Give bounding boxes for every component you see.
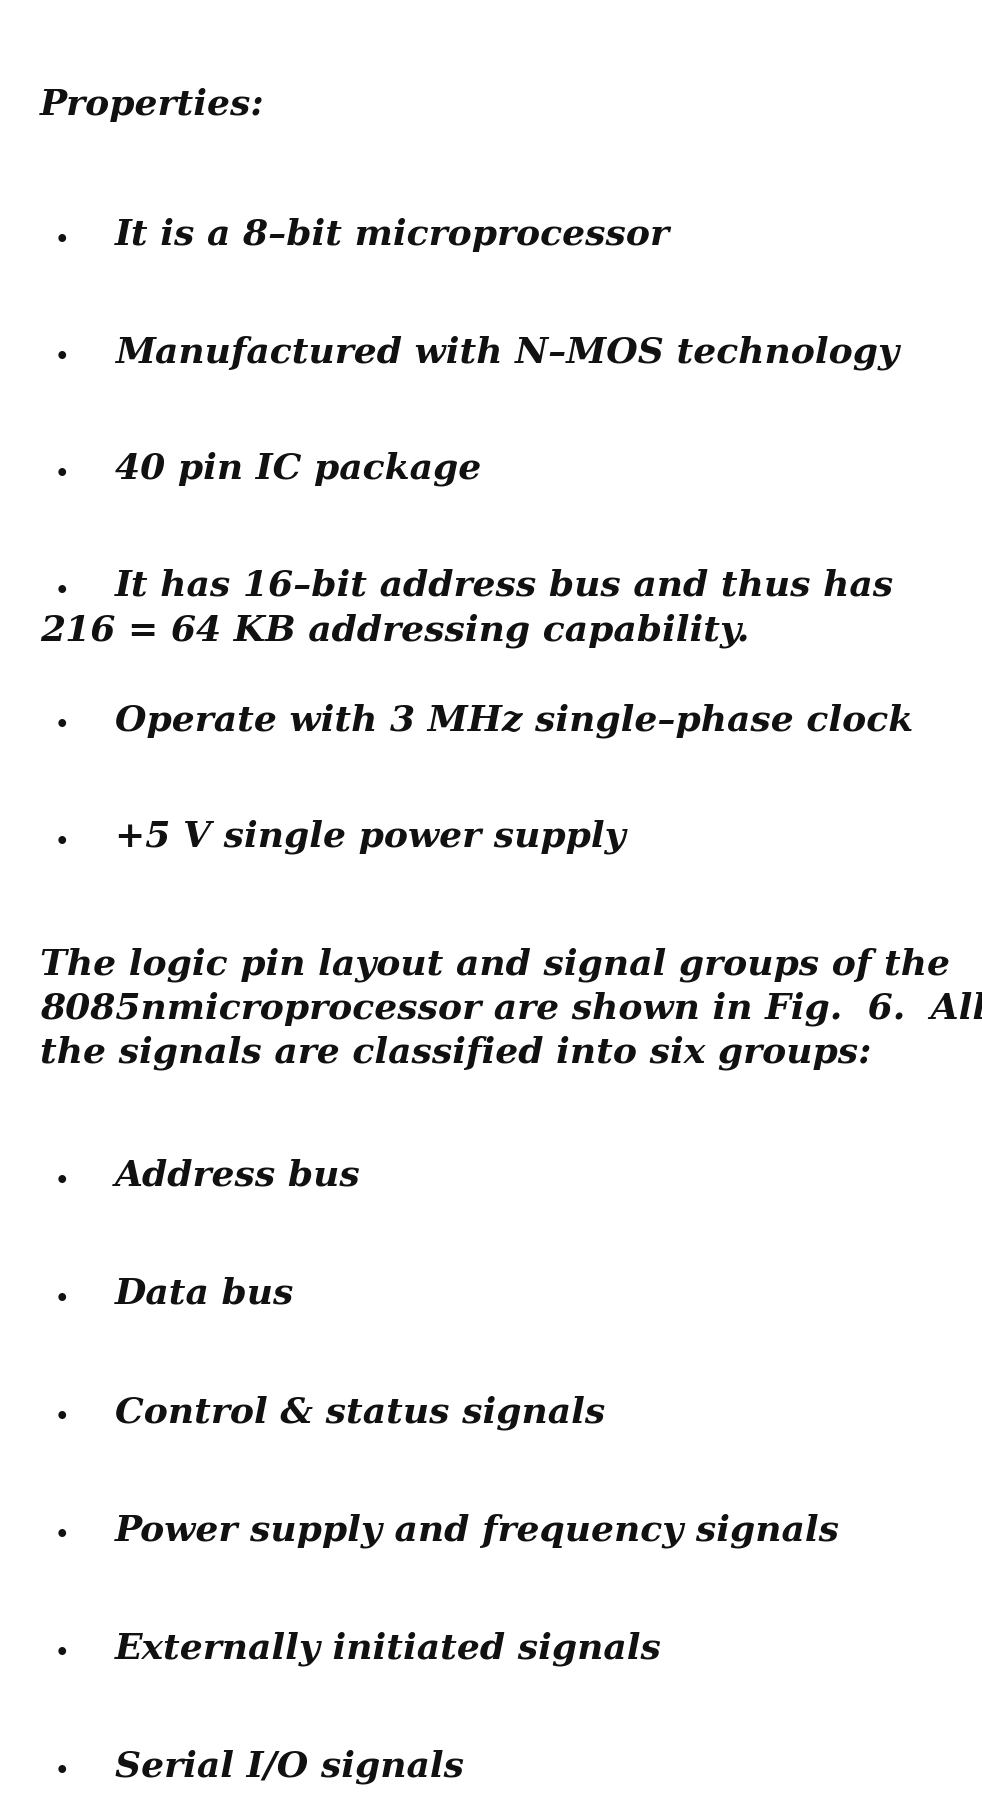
Text: the signals are classified into six groups:: the signals are classified into six grou… (40, 1035, 871, 1070)
Text: ·: · (55, 1278, 70, 1322)
Text: Operate with 3 MHz single–phase clock: Operate with 3 MHz single–phase clock (115, 703, 913, 738)
Text: Control & status signals: Control & status signals (115, 1394, 605, 1429)
Text: Address bus: Address bus (115, 1159, 360, 1193)
Text: ·: · (55, 1516, 70, 1557)
Text: It is a 8–bit microprocessor: It is a 8–bit microprocessor (115, 218, 670, 252)
Text: ·: · (55, 1398, 70, 1440)
Text: Manufactured with N–MOS technology: Manufactured with N–MOS technology (115, 335, 899, 370)
Text: ·: · (55, 453, 70, 497)
Text: ·: · (55, 705, 70, 747)
Text: ·: · (55, 219, 70, 263)
Text: ·: · (55, 571, 70, 613)
Text: 8085nmicroprocessor are shown in Fig.  6.  All: 8085nmicroprocessor are shown in Fig. 6.… (40, 992, 982, 1026)
Text: 40 pin IC package: 40 pin IC package (115, 451, 481, 486)
Text: The logic pin layout and signal groups of the: The logic pin layout and signal groups o… (40, 946, 950, 981)
Text: ·: · (55, 821, 70, 865)
Text: Power supply and frequency signals: Power supply and frequency signals (115, 1514, 840, 1548)
Text: ·: · (55, 1634, 70, 1675)
Text: Data bus: Data bus (115, 1276, 295, 1311)
Text: ·: · (55, 337, 70, 379)
Text: ·: · (55, 1160, 70, 1204)
Text: +5 V single power supply: +5 V single power supply (115, 819, 626, 854)
Text: Externally initiated signals: Externally initiated signals (115, 1632, 662, 1666)
Text: It has 16–bit address bus and thus has: It has 16–bit address bus and thus has (115, 569, 895, 604)
Text: Properties:: Properties: (40, 89, 265, 121)
Text: Serial I/O signals: Serial I/O signals (115, 1750, 464, 1784)
Text: ·: · (55, 1751, 70, 1793)
Text: 216 = 64 KB addressing capability.: 216 = 64 KB addressing capability. (40, 613, 749, 647)
